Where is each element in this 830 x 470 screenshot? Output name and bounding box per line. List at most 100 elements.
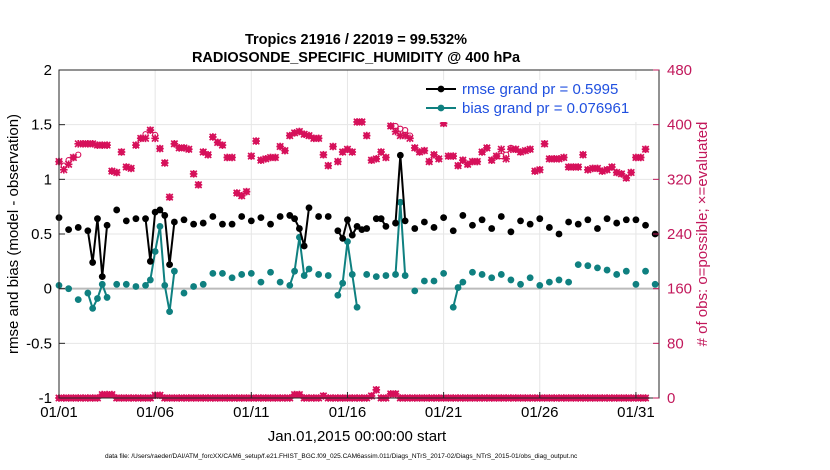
bias-point <box>594 264 601 272</box>
bias-point <box>420 277 428 285</box>
rmse-point <box>286 212 294 219</box>
obs-evaluated-point <box>252 137 260 145</box>
rmse-point <box>291 215 298 223</box>
bias-point <box>291 267 298 275</box>
bias-point <box>459 278 467 286</box>
rmse-point <box>146 257 154 265</box>
legend-bias-label: bias grand pr = 0.076961 <box>462 100 629 117</box>
rmse-point <box>372 215 380 223</box>
obs-evaluated-point <box>151 134 159 143</box>
rmse-point <box>98 273 106 281</box>
rmse-point <box>449 227 457 235</box>
obs-evaluated-point <box>69 153 78 162</box>
obs-evaluated-point <box>127 164 135 173</box>
bias-point <box>526 274 534 282</box>
bias-point <box>103 294 111 301</box>
y-axis-left-label: rmse and bias (model - observation) <box>5 114 22 354</box>
bias-point <box>536 281 544 289</box>
rmse-point <box>339 234 347 242</box>
rmse-point <box>574 220 582 228</box>
bias-point <box>411 287 419 295</box>
bias-point <box>219 269 226 277</box>
rmse-point <box>430 224 438 231</box>
bias-point <box>334 291 342 299</box>
bias-point <box>642 267 649 275</box>
obs-evaluated-point <box>560 153 568 162</box>
x-axis-label: Jan.01,2015 00:00:00 start <box>268 428 447 445</box>
bias-point <box>488 274 496 282</box>
rmse-point <box>594 225 601 232</box>
bias-point <box>286 281 294 289</box>
rmse-point <box>228 220 236 228</box>
rmse-point <box>324 213 332 220</box>
bias-point <box>324 272 332 279</box>
legend-rmse-label: rmse grand pr = 0.5995 <box>462 81 618 98</box>
obs-evaluated-point <box>156 144 164 153</box>
obs-evaluated-point <box>348 148 357 156</box>
obs-evaluated-point <box>204 150 212 159</box>
bias-point <box>84 289 92 297</box>
bias-point <box>339 279 347 287</box>
rmse-point <box>555 230 563 238</box>
bias-point <box>469 268 476 276</box>
obs-evaluated-point <box>146 126 155 134</box>
rmse-point <box>603 215 611 223</box>
plot-area <box>55 69 660 402</box>
obs-evaluated-point <box>160 159 169 167</box>
bias-point <box>142 281 149 289</box>
rmse-point <box>401 217 409 225</box>
bias-point <box>440 269 448 277</box>
legend-rmse-marker <box>437 85 445 93</box>
y-axis-left: 2 1.5 1 0.5 0 -0.5 -1 <box>26 62 65 407</box>
bias-point <box>238 271 246 278</box>
bias-point <box>276 278 284 286</box>
obs-evaluated-point <box>579 150 587 159</box>
obs-evaluated-point <box>540 140 549 148</box>
obs-evaluated-point <box>497 145 506 154</box>
rmse-point <box>622 216 630 224</box>
rmse-point <box>142 215 149 223</box>
bias-series <box>55 198 659 316</box>
bias-point <box>622 267 630 275</box>
rmse-point <box>377 215 385 223</box>
bias-point <box>382 272 390 279</box>
y-right-tick-label: 400 <box>667 117 692 134</box>
obs-evaluated-point <box>483 144 491 152</box>
rmse-point <box>113 206 121 214</box>
rmse-point <box>392 219 399 227</box>
rmse-point <box>156 206 164 214</box>
bias-point <box>247 269 255 277</box>
bias-point <box>151 248 159 255</box>
bias-point <box>430 277 438 285</box>
obs-evaluated-point <box>242 187 251 196</box>
x-tick-label: 01/11 <box>233 404 269 421</box>
obs-evaluated-point <box>425 157 433 166</box>
y-left-tick-label: -1 <box>39 390 52 407</box>
rmse-point <box>300 242 308 250</box>
obs-evaluated-point <box>64 160 73 169</box>
obs-evaluated-point <box>165 193 174 201</box>
bias-point <box>396 198 404 206</box>
bias-point <box>228 274 236 282</box>
obs-evaluated-point <box>420 146 429 155</box>
bias-point <box>74 296 82 303</box>
bias-point <box>401 272 409 279</box>
rmse-series <box>55 151 659 281</box>
y-left-tick-label: 1.5 <box>31 117 52 134</box>
rmse-point <box>166 261 173 269</box>
bias-point <box>267 268 274 276</box>
bias-point <box>65 285 73 293</box>
bias-point <box>257 278 265 286</box>
obs-evaluated-point <box>449 152 458 160</box>
bias-point <box>574 261 582 269</box>
obs-evaluated-point <box>526 145 534 154</box>
obs-evaluated-point <box>535 165 544 174</box>
data-file-footer: data file: /Users/raeder/DAI/ATM_forcXX/… <box>105 453 578 460</box>
bias-point <box>545 278 553 286</box>
bias-point <box>507 276 515 284</box>
rmse-point <box>344 216 351 224</box>
y-right-tick-label: 80 <box>667 335 684 352</box>
bias-point <box>353 303 361 311</box>
rmse-point <box>420 218 428 226</box>
bias-point <box>166 308 173 316</box>
